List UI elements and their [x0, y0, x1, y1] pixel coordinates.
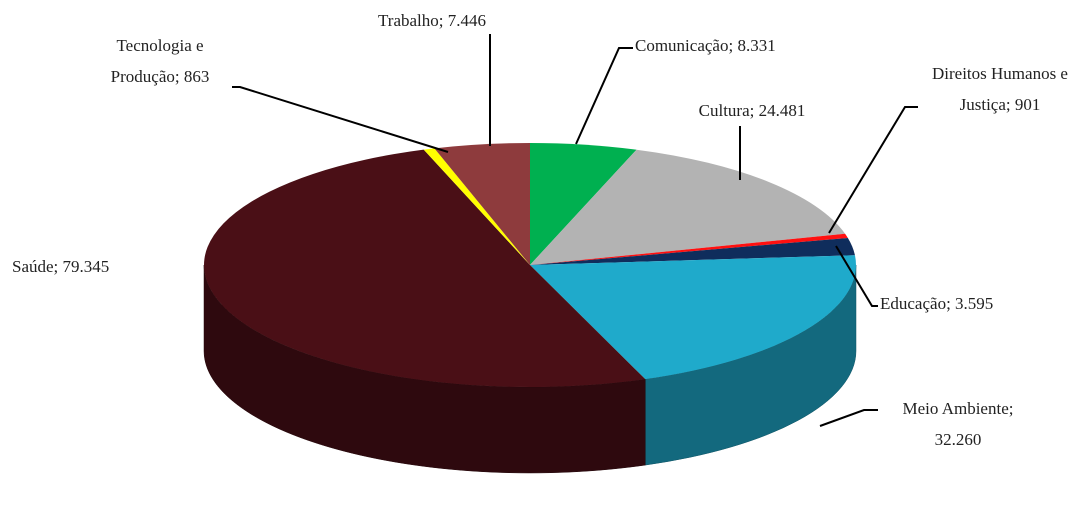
leader-line [828, 106, 918, 234]
slice [423, 148, 530, 265]
leader-line [575, 47, 633, 145]
data-label: Direitos Humanos e Justiça; 901 [932, 64, 1068, 114]
data-label: Meio Ambiente; 32.260 [903, 399, 1014, 449]
data-label: Trabalho; 7.446 [378, 11, 486, 30]
slice [530, 233, 848, 265]
leader-line [835, 245, 878, 307]
leader-line [232, 86, 449, 153]
slice [203, 149, 646, 388]
data-label: Tecnologia e Produção; 863 [111, 36, 210, 86]
data-label: Saúde; 79.345 [12, 257, 109, 276]
slice [434, 143, 530, 265]
slice [530, 237, 855, 265]
data-label: Educação; 3.595 [880, 294, 993, 313]
slice [530, 255, 856, 380]
slice [530, 149, 846, 265]
data-label: Comunicação; 8.331 [635, 36, 776, 55]
leader-line [819, 409, 878, 427]
data-label: Cultura; 24.481 [699, 101, 806, 120]
slice [530, 143, 637, 265]
